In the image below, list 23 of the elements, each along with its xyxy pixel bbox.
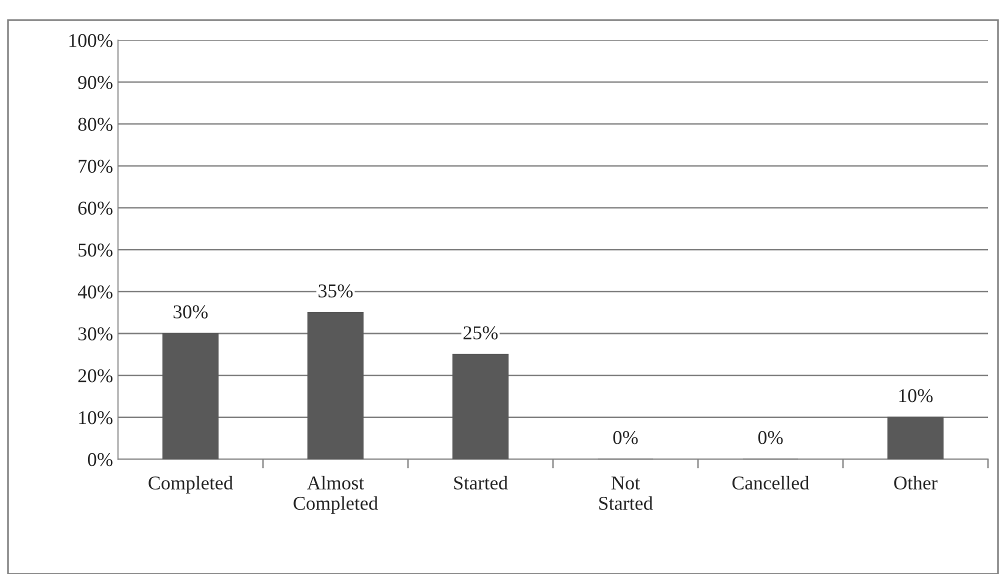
y-tick-label: 90% — [78, 76, 112, 90]
data-label: 30% — [174, 305, 208, 318]
y-tick-label: 0% — [88, 453, 112, 466]
x-tick-label: Not Started — [599, 476, 653, 510]
y-tick-label: 60% — [78, 202, 112, 215]
x-tick-label: Other — [894, 476, 938, 490]
data-label: 0% — [758, 431, 783, 444]
data-label: 25% — [464, 326, 498, 340]
data-label: 35% — [318, 284, 353, 298]
x-tick-label: Started — [454, 476, 508, 490]
y-tick-label: 80% — [78, 118, 112, 131]
data-label: 0% — [613, 431, 638, 444]
x-tick-label: Almost Completed — [294, 476, 378, 514]
x-tick-label: Cancelled — [732, 476, 810, 490]
y-tick-label: 40% — [78, 285, 112, 299]
y-tick-label: 30% — [78, 327, 112, 340]
y-tick-label: 50% — [78, 244, 112, 257]
y-tick-label: 20% — [78, 369, 112, 382]
y-tick-label: 10% — [79, 411, 112, 424]
y-tick-label: 100% — [69, 34, 112, 48]
y-tick-label: 70% — [78, 160, 112, 173]
data-label: 10% — [899, 389, 933, 402]
x-tick-label: Completed — [148, 476, 233, 494]
